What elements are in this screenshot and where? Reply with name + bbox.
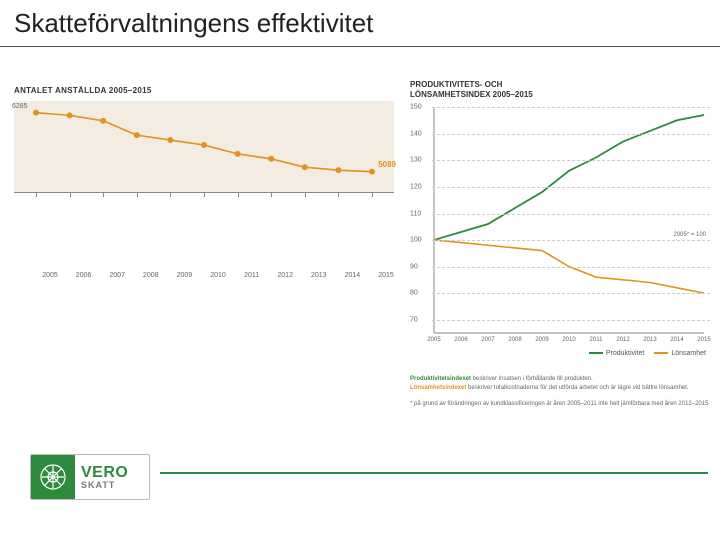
- caption-key-2: Lönsamhetsindexet: [410, 385, 466, 391]
- employees-chart-plot: 6285 5089: [14, 101, 394, 193]
- employees-start-label: 6285: [12, 103, 28, 110]
- slide: Skatteförvaltningens effektivitet ANTALE…: [0, 0, 720, 540]
- index-chart-title: PRODUKTIVITETS- OCH LÖNSAMHETSINDEX 2005…: [410, 80, 710, 99]
- page-title: Skatteförvaltningens effektivitet: [14, 8, 373, 39]
- employees-end-label: 5089: [378, 160, 396, 169]
- index-chart-title-1: PRODUKTIVITETS- OCH: [410, 80, 502, 89]
- employees-chart: ANTALET ANSTÄLLDA 2005–2015 6285 5089 20…: [14, 86, 394, 193]
- logo-icon: [31, 455, 75, 499]
- caption-text-1: beskriver insatsen i förhållande till pr…: [471, 376, 593, 382]
- footer-divider: [160, 472, 708, 474]
- index-chart-caption: Produktivitetsindexet beskriver insatsen…: [410, 375, 710, 409]
- index-line-svg: [410, 103, 710, 353]
- logo-text-1: VERO: [81, 465, 128, 481]
- employees-chart-title: ANTALET ANSTÄLLDA 2005–2015: [14, 86, 394, 95]
- index-chart-legend: ProduktivitetLönsamhet: [579, 350, 706, 357]
- logo-text: VERO SKATT: [75, 465, 128, 490]
- vero-skatt-logo: VERO SKATT: [30, 454, 150, 500]
- caption-text-2: beskriver totalkostnaderna för det utför…: [466, 385, 688, 391]
- caption-footnote: * på grund av förändringen av kundklassi…: [410, 401, 708, 407]
- index-chart: PRODUKTIVITETS- OCH LÖNSAMHETSINDEX 2005…: [410, 80, 710, 409]
- employees-line-svg: [14, 101, 394, 193]
- logo-text-2: SKATT: [81, 481, 128, 490]
- caption-key-1: Produktivitetsindexet: [410, 376, 471, 382]
- title-underline: [0, 46, 720, 47]
- index-chart-title-2: LÖNSAMHETSINDEX 2005–2015: [410, 90, 533, 99]
- index-chart-plot: 7080901001101201301401502005* = 10020052…: [410, 103, 710, 353]
